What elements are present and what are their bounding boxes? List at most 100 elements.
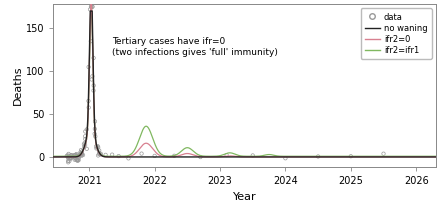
Point [82,130,89,133]
Point [223,153,230,157]
Point [74,155,81,159]
Point [73,154,80,158]
Point [97,153,104,156]
Point [90,56,97,60]
Point [71,158,78,161]
Point [92,145,99,148]
Point [315,155,322,158]
Point [81,143,88,147]
Text: Tertiary cases have ifr=0
(two infections gives 'full' immunity): Tertiary cases have ifr=0 (two infection… [112,37,278,57]
Point [77,152,84,156]
Point [73,155,80,158]
Point [90,89,97,92]
Point [115,154,122,158]
Point [63,154,70,158]
Point [92,120,99,123]
Point [78,150,85,153]
Point [73,152,80,156]
Point [87,40,94,43]
Point [74,158,81,161]
Point [65,156,72,159]
Point [77,152,84,155]
Point [88,5,95,8]
Point [95,151,103,154]
Point [282,157,289,160]
Point [74,158,81,162]
Point [77,153,84,157]
Point [87,8,94,11]
Point [138,152,145,155]
Point [85,65,92,69]
Point [68,156,75,159]
Point [65,155,72,158]
Point [78,152,85,155]
Point [78,152,85,155]
Point [75,156,82,159]
Point [151,154,158,158]
Y-axis label: Deaths: Deaths [13,66,23,105]
Point [72,157,79,160]
Point [72,156,79,160]
Point [76,154,83,157]
Point [69,155,76,158]
Point [93,147,100,150]
Point [88,78,95,81]
Point [171,154,178,157]
Point [380,152,387,155]
Point [70,153,77,157]
Point [69,155,76,158]
Point [95,154,102,157]
Point [74,159,81,162]
Point [89,5,96,8]
Point [64,154,71,157]
Point [347,154,354,158]
Point [91,132,98,136]
Point [77,151,84,154]
Point [197,155,204,159]
Point [73,159,81,162]
Point [77,148,84,152]
Point [73,158,81,162]
Point [109,153,116,156]
Point [89,5,96,8]
Point [75,159,82,162]
Point [72,153,79,157]
Point [83,128,90,131]
Point [73,158,80,161]
Point [94,146,101,149]
Point [67,157,74,160]
Point [94,144,101,148]
Point [92,127,99,131]
Point [66,159,73,163]
Point [82,137,89,141]
Point [65,161,72,164]
Point [68,154,75,157]
Point [67,153,74,157]
Point [81,135,88,138]
Point [72,153,79,157]
Point [88,5,95,8]
Point [78,153,85,156]
Point [65,152,72,156]
Point [96,149,103,152]
Legend: data, no waning, ifr2=0, ifr2=ifr1: data, no waning, ifr2=0, ifr2=ifr1 [360,8,432,59]
Point [76,154,83,157]
Point [85,99,92,103]
Point [81,141,88,145]
Point [249,154,256,157]
Point [65,157,72,160]
Point [95,146,102,149]
Point [85,106,92,109]
Point [79,152,86,156]
Point [95,152,103,156]
Point [81,143,88,146]
Point [81,145,88,149]
Point [65,159,72,163]
Point [102,153,109,157]
Point [90,84,97,87]
Point [80,153,87,157]
Point [67,154,74,157]
Point [89,75,96,78]
Point [125,157,132,160]
Point [83,147,90,150]
